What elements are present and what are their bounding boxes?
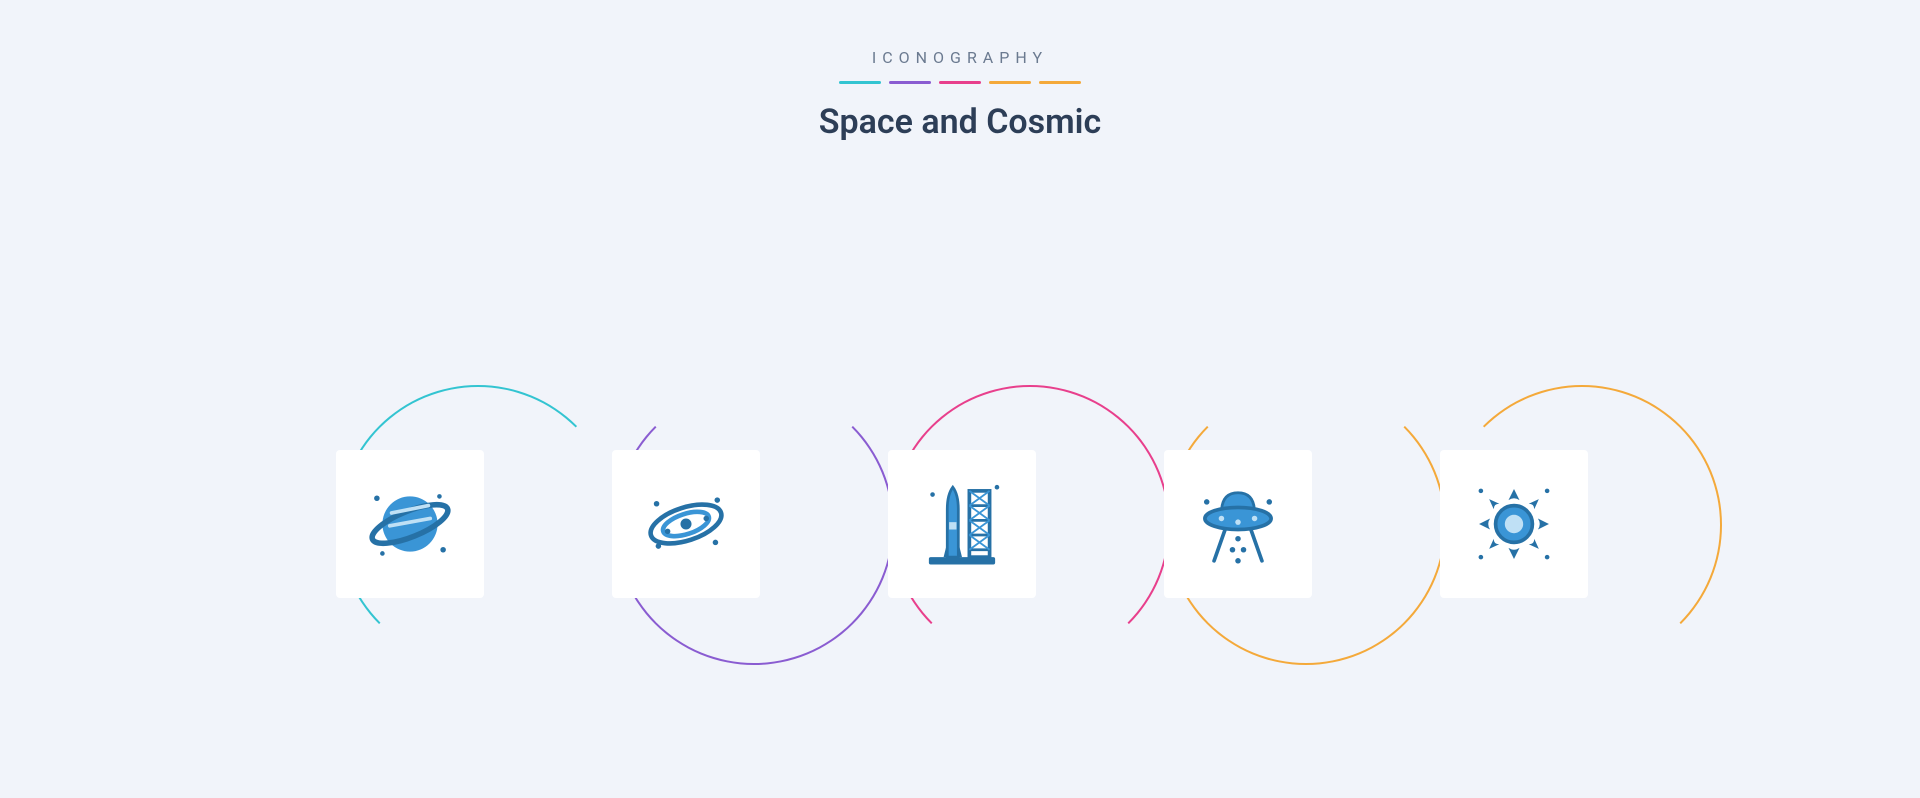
page: ICONOGRAPHY Space and Cosmic [0,0,1920,798]
icon-tile-ufo [1164,450,1312,598]
header: ICONOGRAPHY Space and Cosmic [0,0,1920,142]
accent-bar [989,81,1031,84]
launchpad-icon [916,478,1008,570]
sun-icon [1468,478,1560,570]
galaxy-icon [640,478,732,570]
eyebrow-text: ICONOGRAPHY [0,48,1920,67]
accent-bar [1039,81,1081,84]
accent-bar [839,81,881,84]
icon-tile-sun [1440,450,1588,598]
accent-bars [0,81,1920,84]
page-title: Space and Cosmic [0,102,1920,142]
icon-tile-launchpad [888,450,1036,598]
icon-tile-galaxy [612,450,760,598]
accent-bar [889,81,931,84]
icon-tile-planet [336,450,484,598]
icon-stage [0,330,1920,730]
planet-icon [364,478,456,570]
ufo-icon [1192,478,1284,570]
accent-bar [939,81,981,84]
